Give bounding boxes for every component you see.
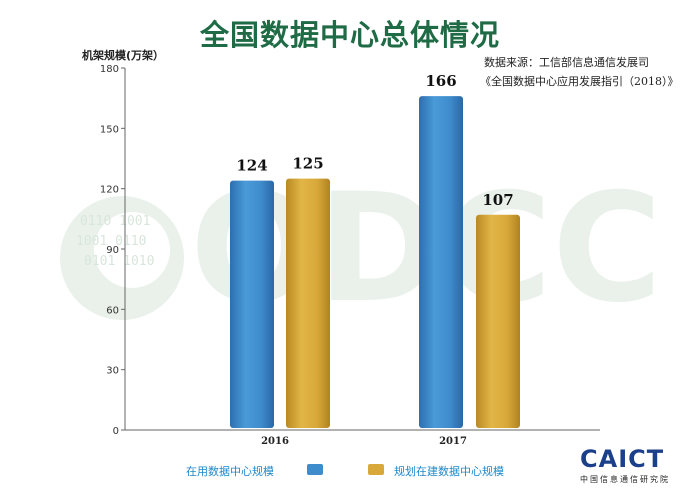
bars	[230, 96, 520, 429]
bar-planned	[476, 214, 520, 428]
y-tick-label: 150	[100, 124, 119, 135]
source-line-2: 《全国数据中心应用发展指引（2018）》	[480, 75, 679, 88]
bar-planned	[286, 178, 330, 428]
logo-subtitle: 中国信息通信研究院	[580, 475, 670, 484]
svg-text:1001 0110: 1001 0110	[76, 234, 146, 249]
y-tick-label: 60	[106, 305, 119, 316]
legend-label-planned: 规划在建数据中心规模	[394, 465, 504, 478]
bar-in-use	[419, 96, 463, 429]
data-label: 166	[425, 72, 456, 90]
y-tick-label: 120	[100, 185, 119, 196]
legend-swatch-in-use	[307, 464, 323, 475]
svg-text:0110 1001: 0110 1001	[80, 214, 150, 229]
y-tick-label: 180	[100, 64, 119, 75]
svg-text:0101 1010: 0101 1010	[84, 254, 154, 269]
data-label: 107	[482, 191, 513, 209]
chart-title: 全国数据中心总体情况	[199, 18, 500, 52]
y-tick-label: 90	[106, 245, 119, 256]
source-line-1: 数据来源：工信部信息通信发展司	[484, 56, 649, 69]
data-label: 124	[236, 157, 267, 175]
caict-logo: CAICT 中国信息通信研究院	[580, 445, 690, 495]
y-tick-label: 0	[113, 426, 119, 437]
legend-label-in-use: 在用数据中心规模	[186, 465, 274, 478]
bar-in-use	[230, 180, 274, 428]
y-tick-label: 30	[106, 366, 119, 377]
axes: 0 30 60 90 120 150 180 2016 2017	[100, 64, 600, 447]
x-tick-label: 2016	[261, 436, 289, 447]
data-labels: 124 125 166 107	[236, 72, 513, 209]
logo-brand: CAICT	[580, 445, 665, 473]
data-label: 125	[292, 155, 323, 173]
odcc-watermark: 0110 1001 1001 0110 0101 1010 ODCC	[60, 162, 662, 336]
legend-swatch-planned	[368, 464, 384, 475]
x-tick-label: 2017	[439, 436, 467, 447]
y-axis-label: 机架规模(万架）	[82, 49, 165, 62]
